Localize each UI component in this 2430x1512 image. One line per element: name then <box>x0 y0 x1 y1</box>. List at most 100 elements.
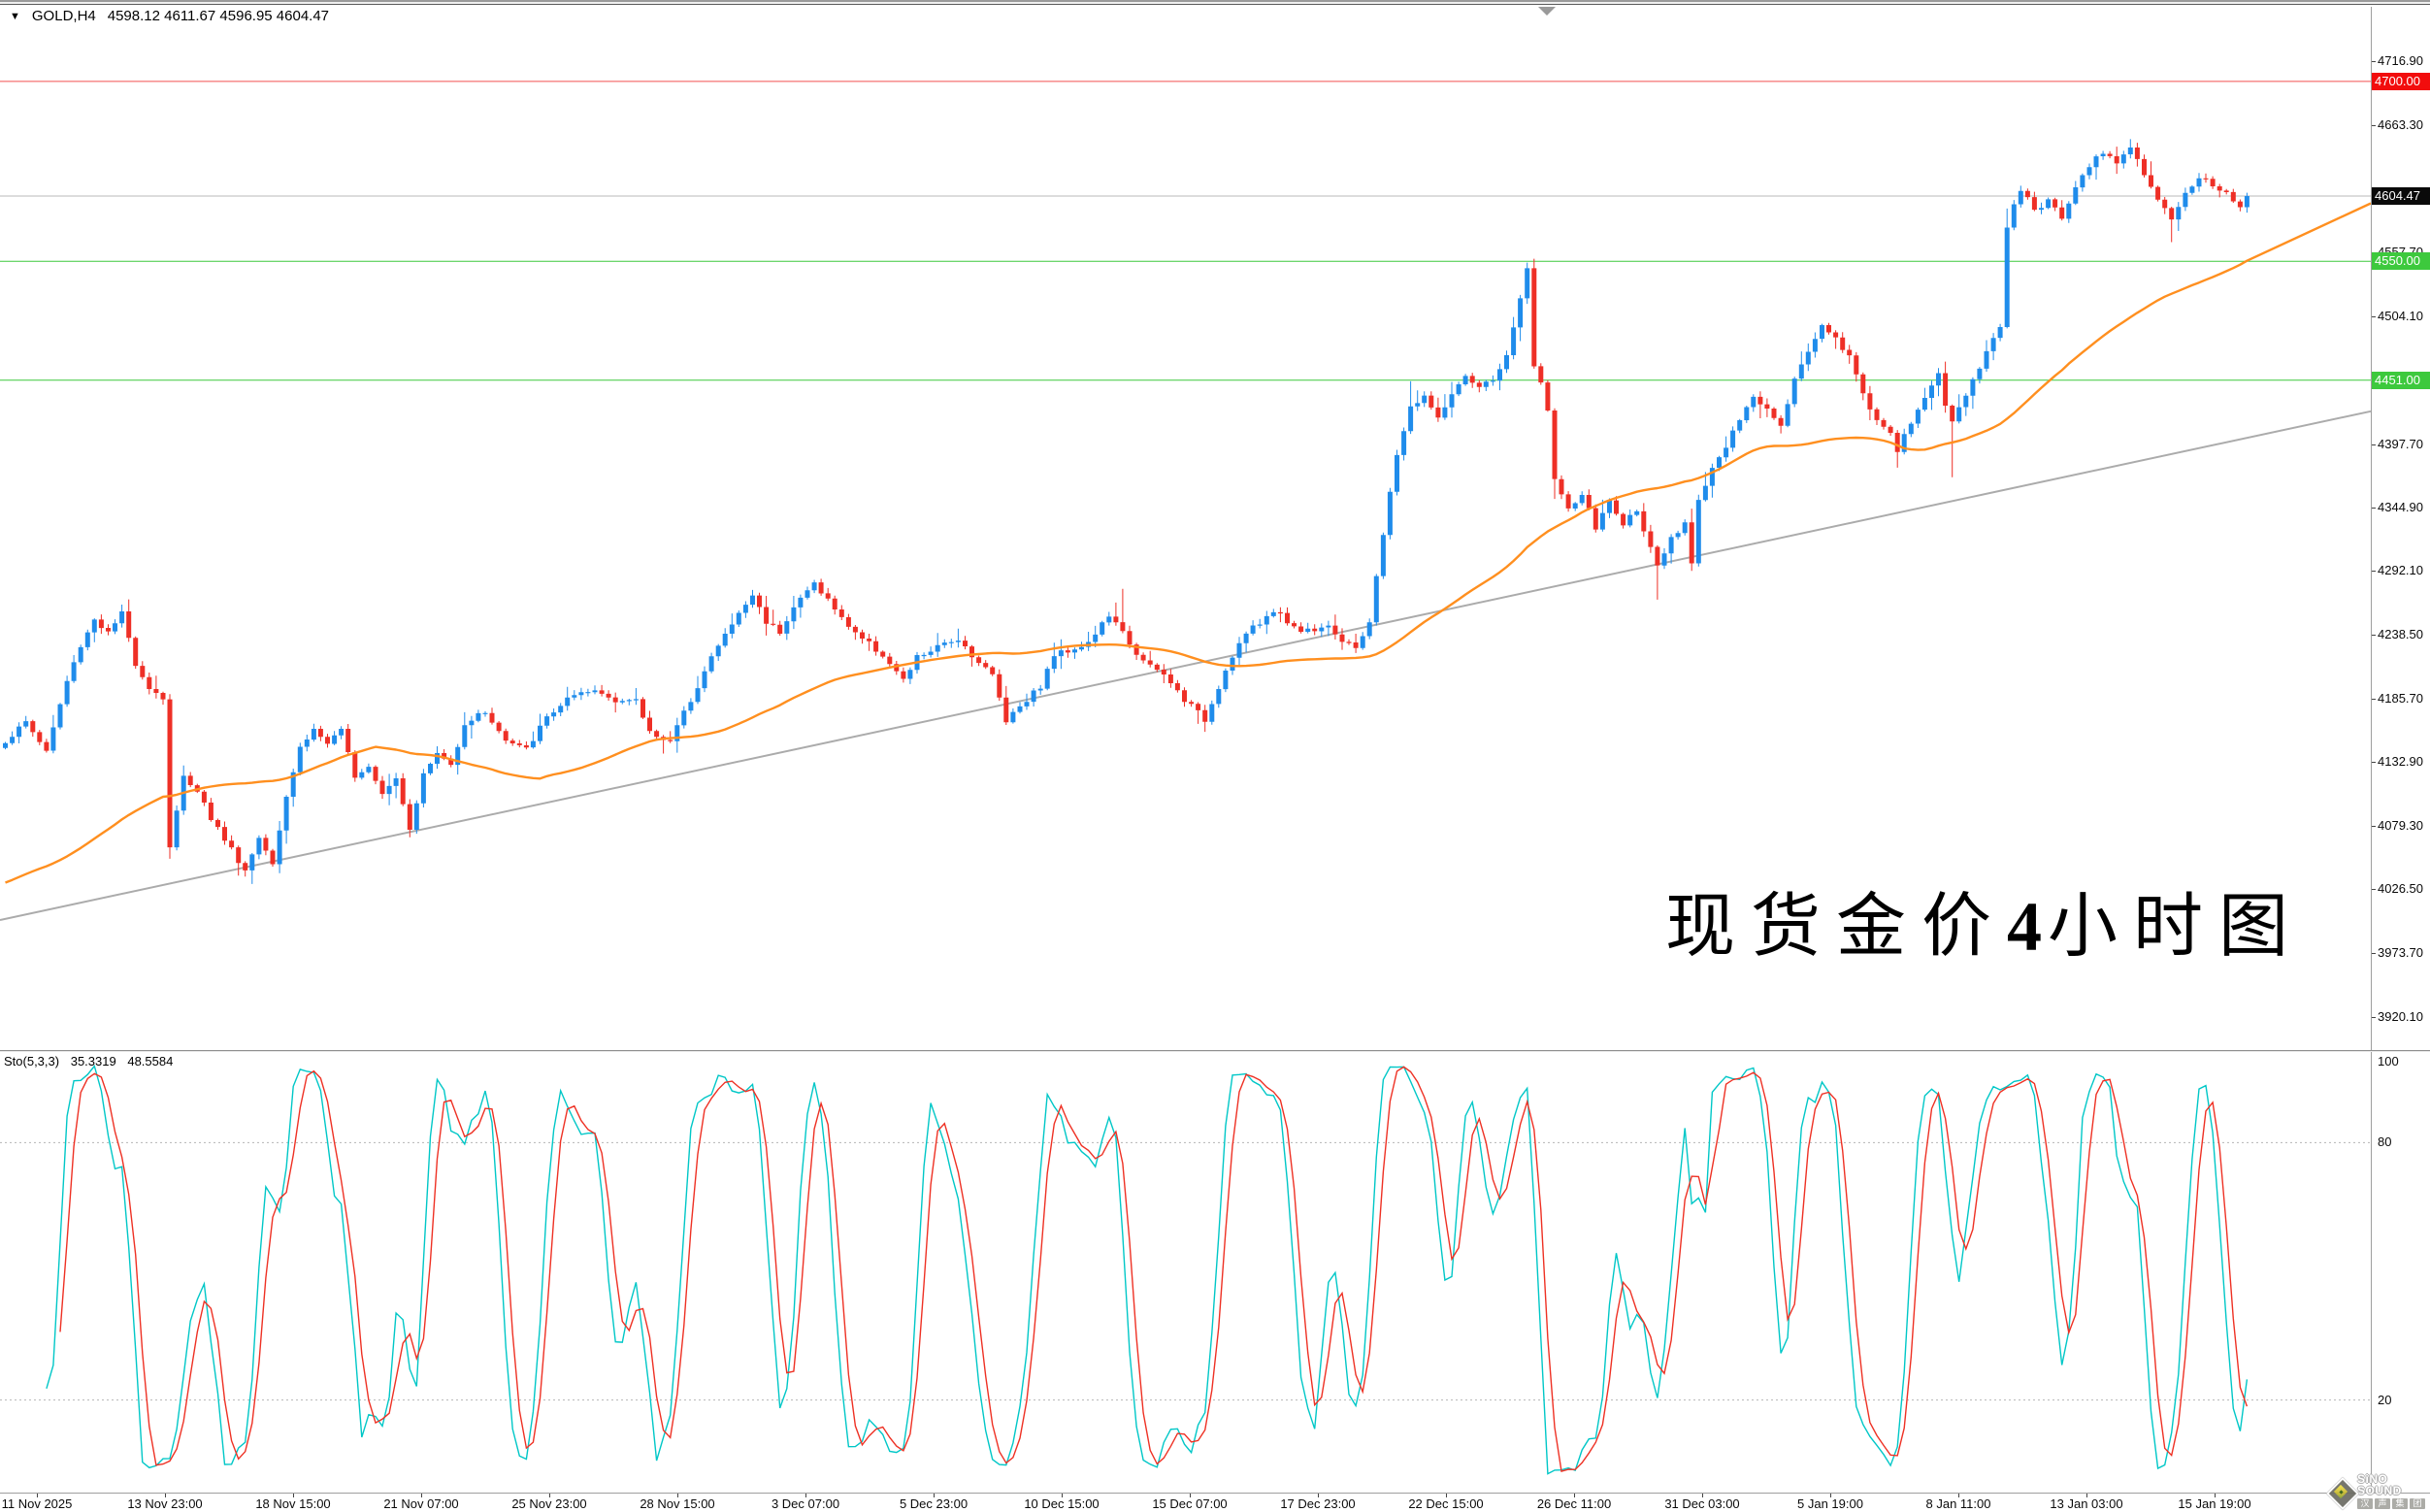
time-tick-mark <box>421 1493 422 1497</box>
moving-average-line <box>5 202 2372 884</box>
time-axis-label: 11 Nov 2025 <box>1 1496 73 1511</box>
price-tick-label: 4663.30 <box>2378 117 2423 132</box>
time-tick-mark <box>805 1493 806 1497</box>
time-axis-label: 18 Nov 15:00 <box>255 1496 331 1511</box>
price-tick-label: 3920.10 <box>2378 1009 2423 1024</box>
price-tick-label: 3973.70 <box>2378 945 2423 960</box>
price-tick-label: 4504.10 <box>2378 309 2423 323</box>
bear-candle-bodies <box>30 148 2243 871</box>
time-axis-border <box>0 1493 2430 1494</box>
price-tick-label: 4292.10 <box>2378 563 2423 577</box>
time-tick-mark <box>1574 1493 1575 1497</box>
time-axis-label: 21 Nov 07:00 <box>383 1496 459 1511</box>
price-tick-mark <box>2371 762 2376 763</box>
time-axis-label: 15 Jan 19:00 <box>2178 1496 2251 1511</box>
price-tick-mark <box>2371 699 2376 700</box>
time-axis-label: 25 Nov 23:00 <box>511 1496 587 1511</box>
time-tick-mark <box>293 1493 294 1497</box>
time-axis-label: 17 Dec 23:00 <box>1280 1496 1356 1511</box>
watermark-brand-text: SiNO SOUND <box>2357 1472 2402 1497</box>
stochastic-name: Sto(5,3,3) <box>4 1054 60 1068</box>
symbol-period-label: GOLD,H4 <box>31 8 96 24</box>
price-level-badge: 4604.47 <box>2372 187 2430 205</box>
sto-signal-line <box>59 1066 2249 1472</box>
price-tick-mark <box>2371 508 2376 509</box>
price-tick-label: 4238.50 <box>2378 627 2423 641</box>
time-tick-mark <box>37 1493 38 1497</box>
price-level-badge: 4700.00 <box>2372 73 2430 90</box>
sto-main-line <box>46 1064 2249 1475</box>
price-tick-label: 4716.90 <box>2378 53 2423 68</box>
sto-scale-label: 80 <box>2378 1134 2392 1149</box>
watermark-cn-text: 汉声集团 <box>2357 1498 2430 1509</box>
price-tick-label: 4185.70 <box>2378 691 2423 706</box>
price-tick-mark <box>2371 889 2376 890</box>
price-level-badge: 4550.00 <box>2372 252 2430 270</box>
price-level-badge: 4451.00 <box>2372 372 2430 389</box>
time-tick-mark <box>2215 1493 2216 1497</box>
caption-part2: 4 <box>2007 888 2049 966</box>
watermark-cn-chip: 声 <box>2375 1498 2390 1509</box>
price-tick-mark <box>2371 61 2376 62</box>
time-tick-mark <box>1062 1493 1063 1497</box>
caption-part3: 小时图 <box>2048 888 2305 966</box>
time-axis-label: 22 Dec 15:00 <box>1408 1496 1484 1511</box>
ohlc-values: 4598.12 4611.67 4596.95 4604.47 <box>107 8 330 24</box>
time-axis-label: 15 Dec 07:00 <box>1152 1496 1228 1511</box>
time-axis-label: 13 Jan 03:00 <box>2050 1496 2123 1511</box>
time-tick-mark <box>934 1493 935 1497</box>
time-tick-mark <box>2086 1493 2087 1497</box>
price-tick-label: 4344.90 <box>2378 500 2423 514</box>
price-tick-mark <box>2371 316 2376 317</box>
time-tick-mark <box>1446 1493 1447 1497</box>
time-axis-label: 10 Dec 15:00 <box>1024 1496 1100 1511</box>
price-axis-border <box>2371 7 2372 1493</box>
bull-candle-wicks <box>5 139 2248 884</box>
time-axis-label: 13 Nov 23:00 <box>127 1496 203 1511</box>
time-tick-mark <box>165 1493 166 1497</box>
time-tick-mark <box>677 1493 678 1497</box>
time-axis-label: 8 Jan 11:00 <box>1925 1496 1991 1511</box>
sto-scale-label: 100 <box>2378 1054 2399 1068</box>
stochastic-label: Sto(5,3,3) 35.3319 48.5584 <box>4 1054 181 1068</box>
stochastic-signal-value: 48.5584 <box>127 1054 174 1068</box>
main-price-chart[interactable] <box>0 0 2430 1050</box>
chart-header: ▼ GOLD,H4 4598.12 4611.67 4596.95 4604.4… <box>10 8 329 24</box>
caption-part1: 现货金价 <box>1665 888 2008 966</box>
time-tick-mark <box>1830 1493 1831 1497</box>
price-tick-label: 4132.90 <box>2378 754 2423 769</box>
time-axis-label: 26 Dec 11:00 <box>1536 1496 1612 1511</box>
chart-shift-marker-icon <box>1538 7 1556 16</box>
stochastic-main-value: 35.3319 <box>70 1054 116 1068</box>
price-tick-mark <box>2371 953 2376 954</box>
time-tick-mark <box>1190 1493 1191 1497</box>
time-tick-mark <box>1318 1493 1319 1497</box>
time-axis-label: 5 Jan 19:00 <box>1797 1496 1863 1511</box>
time-axis-label: 3 Dec 07:00 <box>771 1496 840 1511</box>
time-axis-label: 28 Nov 15:00 <box>640 1496 715 1511</box>
stochastic-panel[interactable] <box>0 1050 2430 1493</box>
price-tick-mark <box>2371 444 2376 445</box>
time-tick-mark <box>549 1493 550 1497</box>
time-tick-mark <box>1702 1493 1703 1497</box>
price-tick-mark <box>2371 125 2376 126</box>
time-axis-label: 5 Dec 23:00 <box>899 1496 969 1511</box>
watermark-cn-chip: 集 <box>2392 1498 2408 1509</box>
price-tick-mark <box>2371 1017 2376 1018</box>
watermark-cn-chip: 汉 <box>2357 1498 2373 1509</box>
price-tick-mark <box>2371 826 2376 827</box>
sinosound-diamond-icon <box>2326 1476 2359 1510</box>
watermark-cn-chip: 团 <box>2410 1498 2425 1509</box>
price-tick-label: 4079.30 <box>2378 818 2423 833</box>
price-tick-label: 4397.70 <box>2378 437 2423 451</box>
time-tick-mark <box>1958 1493 1959 1497</box>
symbol-dropdown-icon[interactable]: ▼ <box>10 10 20 22</box>
time-axis-label: 31 Dec 03:00 <box>1664 1496 1740 1511</box>
indicator-window-separator[interactable] <box>0 1050 2430 1052</box>
price-tick-label: 4026.50 <box>2378 881 2423 896</box>
sto-scale-label: 20 <box>2378 1393 2392 1407</box>
price-tick-mark <box>2371 571 2376 572</box>
chart-caption-text: 现货金价4小时图 <box>1665 888 2305 966</box>
price-tick-mark <box>2371 635 2376 636</box>
